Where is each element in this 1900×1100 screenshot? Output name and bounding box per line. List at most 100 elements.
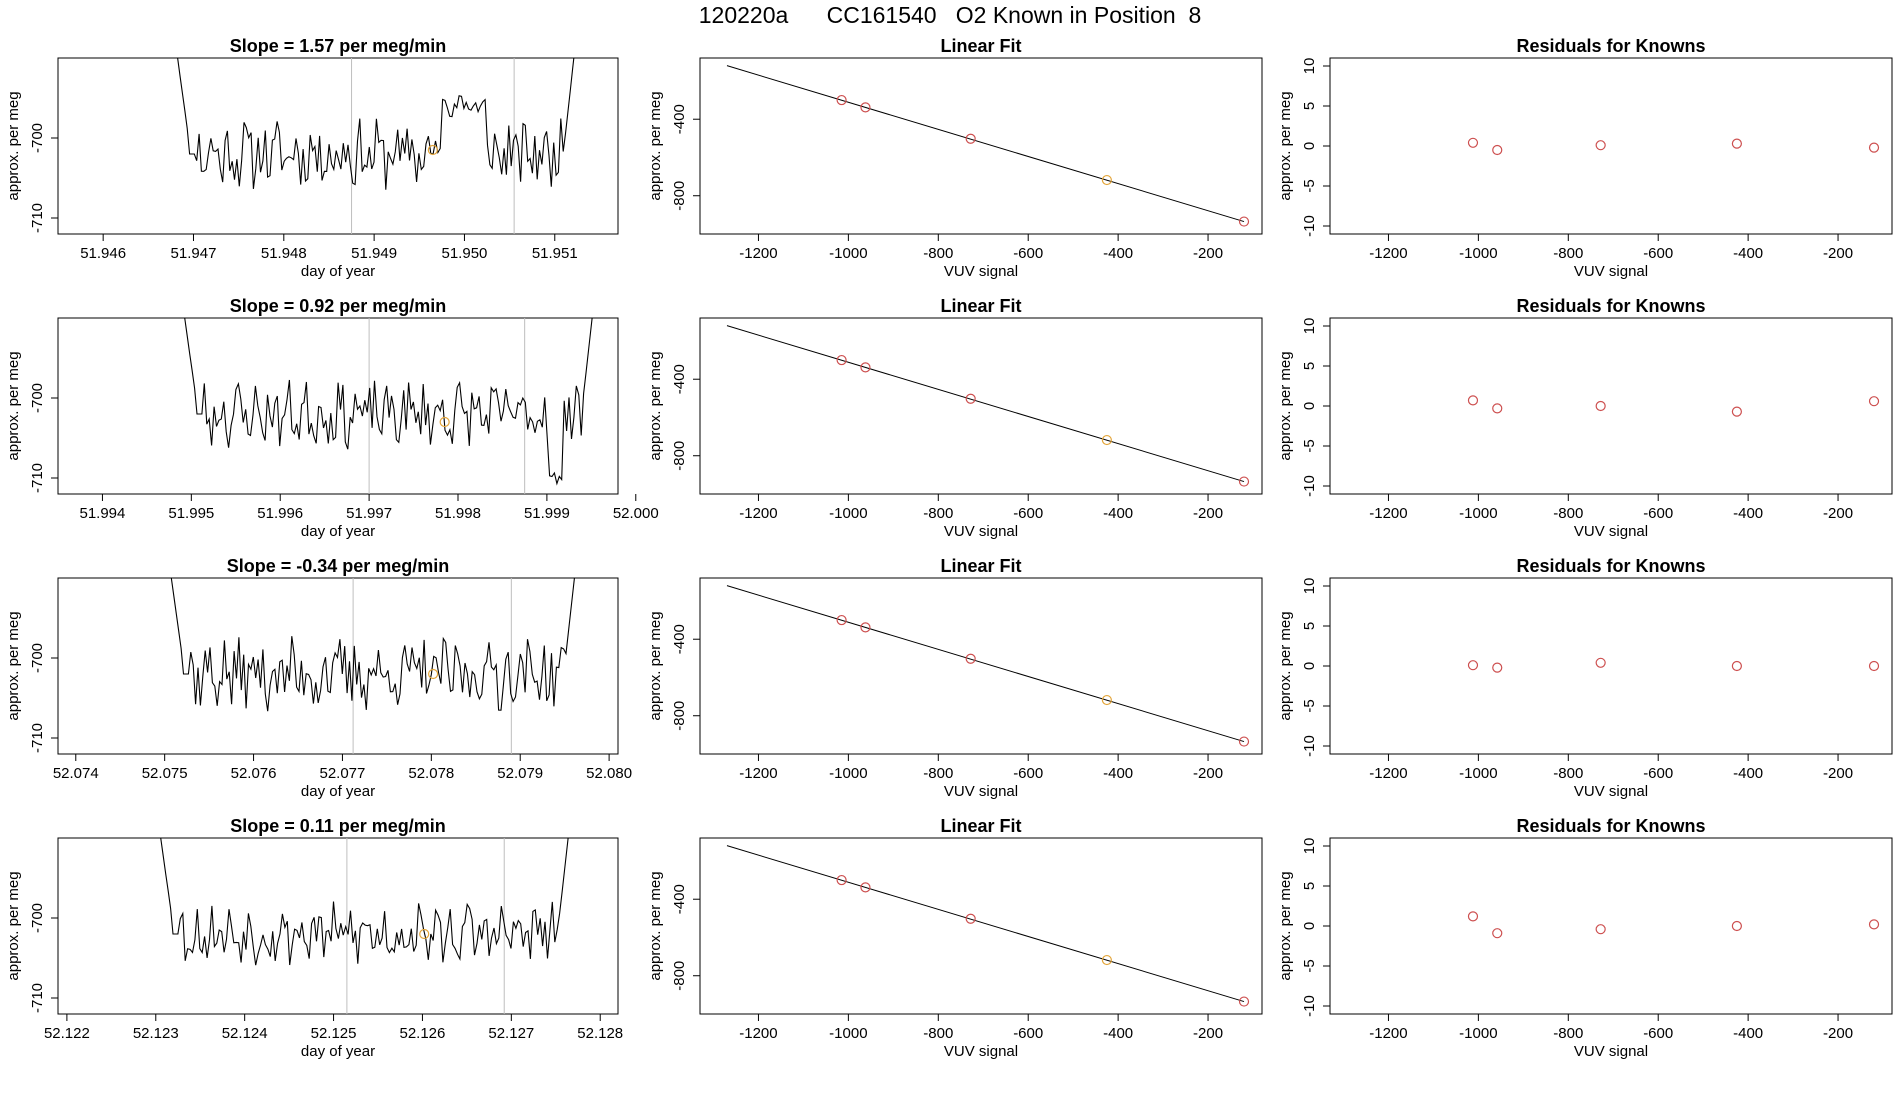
x-tick-label: 51.995 [168, 505, 214, 522]
x-tick-label: 51.998 [435, 505, 481, 522]
residual-point [1731, 920, 1742, 932]
panel-title: Slope = -0.34 per meg/min [227, 556, 450, 576]
panel-title: Linear Fit [940, 36, 1021, 56]
y-tick-label: 5 [1301, 362, 1318, 370]
x-axis-label: VUV signal [944, 263, 1018, 280]
y-tick-label: -400 [671, 104, 688, 134]
x-tick-label: -800 [923, 1025, 953, 1042]
fit-point [1101, 434, 1112, 446]
x-tick-label: 52.080 [586, 765, 632, 782]
plot-frame [57, 317, 619, 495]
x-tick-label: 51.951 [532, 245, 578, 262]
panel-title: Residuals for Knowns [1516, 296, 1705, 316]
panel-resid-3: Residuals for Knowns -1200 -1000 -800 -600 -4… [1277, 556, 1893, 800]
x-tick-label: -1200 [1369, 765, 1407, 782]
x-tick-label: -400 [1733, 1025, 1763, 1042]
x-tick-label: -800 [1553, 765, 1583, 782]
y-tick-label: -5 [1301, 439, 1318, 452]
x-axis-label: VUV signal [1574, 1043, 1648, 1060]
plot-area [160, 838, 569, 1014]
residual-point [1868, 142, 1880, 153]
x-tick-label: -800 [923, 765, 953, 782]
x-tick-label: -800 [1553, 1025, 1583, 1042]
residual-point [1868, 396, 1880, 407]
y-axis-label: approx. per meg [647, 351, 664, 460]
panel-time-2: Slope = 0.92 per meg/min 51.994 51.995 51.9… [5, 296, 659, 540]
y-tick-label: -700 [29, 383, 46, 413]
x-tick-label: -800 [1553, 505, 1583, 522]
panel-title: Linear Fit [940, 296, 1021, 316]
x-tick-label: -1000 [1459, 1025, 1497, 1042]
residual-point [1492, 403, 1503, 414]
y-tick-label: 0 [1301, 922, 1318, 930]
fit-point [1101, 174, 1112, 186]
x-tick-label: -400 [1733, 765, 1763, 782]
panel-title: Slope = 0.11 per meg/min [230, 816, 446, 836]
residual-point [1731, 138, 1742, 149]
x-tick-label: -200 [1823, 505, 1853, 522]
x-tick-label: -600 [1013, 245, 1043, 262]
fit-point [1101, 694, 1112, 706]
x-tick-label: 52.077 [319, 765, 365, 782]
residual-point [1595, 657, 1606, 668]
y-tick-label: -800 [671, 181, 688, 211]
panel-resid-4: Residuals for Knowns -1200 -1000 -800 -600 -4… [1277, 816, 1893, 1060]
y-tick-label: 10 [1301, 578, 1318, 595]
x-axis-label: day of year [301, 783, 375, 800]
residual-point [1467, 911, 1479, 922]
residual-point [1467, 137, 1479, 148]
y-tick-label: -710 [29, 723, 46, 753]
x-tick-label: 52.000 [613, 505, 659, 522]
fit-point [860, 102, 871, 113]
highlight-point [419, 928, 430, 940]
x-tick-label: -600 [1643, 1025, 1673, 1042]
residual-point [1731, 406, 1742, 417]
plot-area [1467, 137, 1880, 156]
x-tick-label: -1000 [829, 245, 867, 262]
y-axis-label: approx. per meg [647, 91, 664, 200]
panel-title: Linear Fit [940, 556, 1021, 576]
fit-point [965, 913, 976, 924]
x-tick-label: 51.949 [351, 245, 397, 262]
x-tick-label: -200 [1193, 505, 1223, 522]
x-axis-label: VUV signal [944, 523, 1018, 540]
plot-area [1467, 911, 1880, 939]
y-axis-label: approx. per meg [5, 91, 22, 200]
y-tick-label: -10 [1301, 995, 1318, 1017]
x-tick-label: -600 [1013, 1025, 1043, 1042]
fit-point [1238, 216, 1250, 227]
plot-area [1467, 657, 1880, 673]
plot-frame [57, 577, 619, 755]
x-tick-label: -400 [1733, 505, 1763, 522]
fit-point [836, 614, 847, 626]
x-tick-label: -1200 [1369, 1025, 1407, 1042]
residual-point [1467, 660, 1479, 671]
y-tick-label: -10 [1301, 215, 1318, 237]
y-axis-label: approx. per meg [5, 611, 22, 720]
x-axis-label: VUV signal [944, 1043, 1018, 1060]
x-tick-label: -200 [1193, 1025, 1223, 1042]
y-tick-label: -700 [29, 123, 46, 153]
plot-frame [699, 577, 1263, 755]
fit-line [726, 585, 1245, 743]
x-tick-label: -1200 [739, 505, 777, 522]
x-tick-label: -800 [923, 505, 953, 522]
fit-line [726, 65, 1245, 223]
x-tick-label: -200 [1823, 765, 1853, 782]
fit-line [726, 325, 1245, 483]
y-axis-label: approx. per meg [1277, 91, 1294, 200]
residual-point [1868, 660, 1880, 672]
y-tick-label: -10 [1301, 475, 1318, 497]
panel-title: Linear Fit [940, 816, 1021, 836]
highlight-point [428, 668, 439, 680]
x-tick-label: 51.997 [346, 505, 392, 522]
plot-area [170, 578, 575, 754]
plot-area [726, 585, 1250, 747]
x-tick-label: -600 [1643, 765, 1673, 782]
y-tick-label: 10 [1301, 838, 1318, 855]
residual-point [1492, 144, 1503, 156]
x-tick-label: -200 [1193, 245, 1223, 262]
residual-point [1595, 924, 1606, 935]
panel-title: Residuals for Knowns [1516, 816, 1705, 836]
